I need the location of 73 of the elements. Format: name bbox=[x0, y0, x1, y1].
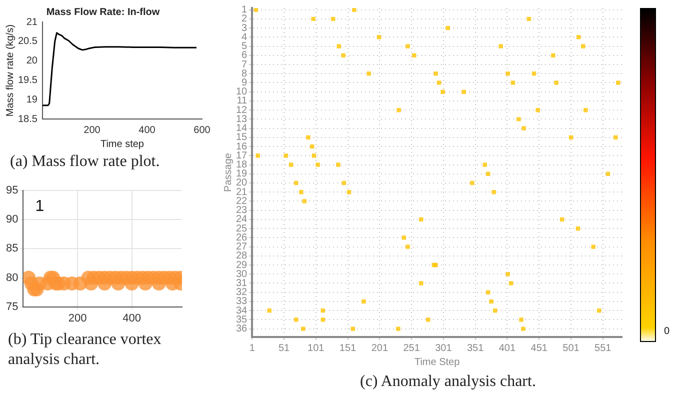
y-tick-label: 9 bbox=[242, 77, 248, 88]
x-tick-label: 251 bbox=[403, 342, 420, 354]
x-tick-label: 600 bbox=[194, 124, 211, 136]
x-tick-label: 400 bbox=[122, 312, 141, 324]
y-tick-label: 22 bbox=[236, 196, 248, 207]
y-axis-title: Mass flow rate (kg/s) bbox=[4, 24, 16, 117]
x-tick-label: 201 bbox=[371, 342, 388, 354]
x-tick-label: 51 bbox=[278, 342, 290, 354]
y-tick-label: 14 bbox=[236, 123, 248, 134]
y-tick-label: 21 bbox=[26, 16, 38, 28]
y-tick-label: 20 bbox=[26, 56, 38, 67]
y-tick-label: 18.5 bbox=[18, 114, 38, 125]
y-tick-label: 95 bbox=[6, 184, 18, 197]
y-tick-label: 18 bbox=[236, 160, 248, 171]
y-tick-label: 19 bbox=[236, 168, 248, 180]
y-tick-label: 12 bbox=[236, 104, 248, 116]
y-tick-label: 8 bbox=[242, 68, 248, 80]
text: (a) Mass flow rate plot. bbox=[10, 152, 161, 172]
y-tick-label: 20 bbox=[236, 178, 248, 189]
y-tick-label: 2 bbox=[242, 14, 248, 25]
y-tick-label: 13 bbox=[236, 114, 248, 125]
y-tick-label: 5 bbox=[242, 41, 248, 52]
y-tick-label: 20.5 bbox=[18, 36, 38, 48]
y-tick-label: 3 bbox=[242, 22, 248, 34]
x-tick-label: 351 bbox=[466, 342, 484, 354]
y-tick-label: 30 bbox=[236, 268, 248, 280]
x-tick-label: 200 bbox=[68, 312, 87, 324]
x-tick-label: 1 bbox=[249, 342, 256, 354]
x-tick-label: 451 bbox=[530, 342, 548, 354]
y-axis-title: Passage bbox=[222, 152, 234, 192]
y-tick-label: 32 bbox=[236, 287, 248, 298]
y-tick-label: 24 bbox=[236, 214, 248, 226]
x-tick-label: 151 bbox=[339, 342, 357, 354]
text: (c) Anomaly analysis chart. bbox=[360, 372, 537, 392]
y-tick-label: 33 bbox=[236, 296, 248, 308]
y-tick-label: 17 bbox=[236, 150, 248, 162]
x-tick-label: 301 bbox=[435, 342, 452, 354]
y-tick-label: 29 bbox=[236, 260, 248, 271]
x-tick-label: 200 bbox=[84, 124, 101, 136]
x-tick-label: 501 bbox=[562, 342, 580, 354]
y-tick-label: 11 bbox=[236, 96, 248, 107]
y-tick-label: 1 bbox=[242, 4, 248, 16]
y-tick-label: 25 bbox=[236, 223, 248, 234]
text: 0 bbox=[664, 326, 670, 337]
x-tick-label: 400 bbox=[138, 124, 156, 136]
y-tick-label: 31 bbox=[236, 278, 248, 289]
y-tick-label: 23 bbox=[236, 205, 248, 216]
y-tick-label: 16 bbox=[236, 141, 248, 152]
y-tick-label: 21 bbox=[236, 186, 248, 198]
x-tick-label: 551 bbox=[594, 342, 612, 354]
y-tick-label: 28 bbox=[236, 250, 248, 262]
y-tick-label: 85 bbox=[6, 242, 18, 255]
chart-title: Mass Flow Rate: In-flow bbox=[46, 6, 160, 18]
x-axis-title: Time Step bbox=[414, 356, 460, 368]
x-tick-label: 401 bbox=[498, 342, 516, 354]
y-tick-label: 26 bbox=[236, 232, 248, 244]
y-tick-label: 19.5 bbox=[18, 74, 38, 86]
x-axis-title: Time step bbox=[100, 138, 144, 150]
y-tick-label: 35 bbox=[236, 314, 248, 326]
y-tick-label: 15 bbox=[236, 132, 248, 144]
y-tick-label: 4 bbox=[242, 32, 248, 43]
y-tick-label: 80 bbox=[6, 272, 18, 284]
y-tick-label: 90 bbox=[6, 214, 18, 226]
y-tick-label: 6 bbox=[242, 50, 248, 62]
y-tick-label: 75 bbox=[6, 300, 18, 313]
text: (b) Tip clearance vortex analysis chart. bbox=[8, 330, 162, 370]
y-tick-label: 27 bbox=[236, 242, 248, 253]
y-tick-label: 10 bbox=[236, 86, 248, 98]
y-tick-label: 34 bbox=[236, 305, 248, 316]
y-tick-label: 19 bbox=[26, 94, 38, 106]
y-tick-label: 7 bbox=[242, 59, 248, 70]
x-tick-label: 101 bbox=[308, 342, 325, 354]
y-tick-label: 36 bbox=[236, 324, 248, 335]
